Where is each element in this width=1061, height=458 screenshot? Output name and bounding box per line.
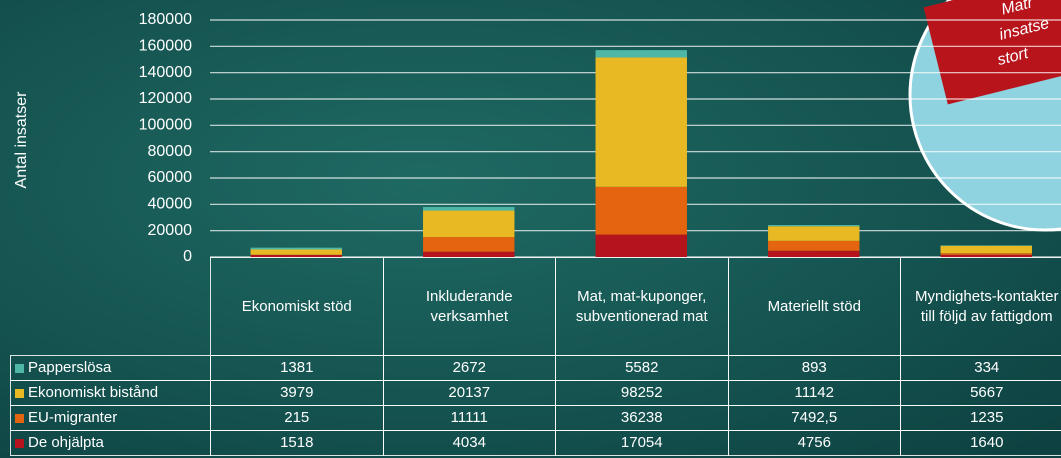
bar-segment [595,186,687,235]
bar-segment [940,254,1032,257]
table-value: 36238 [555,405,729,431]
y-tick-label: 180000 [139,11,192,28]
legend-label: De ohjälpta [28,434,104,451]
bar-segment [595,50,687,58]
table-value: 215 [210,405,384,431]
legend-label: Ekonomiskt bistånd [28,384,159,401]
table-value: 4034 [382,430,556,456]
legend-cell: Ekonomiskt bistånd [10,380,211,406]
legend-swatch [15,438,24,448]
y-tick-label: 160000 [139,38,192,55]
legend-cell: De ohjälpta [10,430,211,456]
y-tick-label: 80000 [148,143,193,160]
bar-segment [768,226,860,241]
y-tick-label: 40000 [148,196,193,213]
bar-segment [423,210,515,238]
bar-segment [595,234,687,257]
table-value: 4756 [727,430,901,456]
table-value: 1518 [210,430,384,456]
table-value: 893 [727,355,901,381]
bar-segment [423,237,515,252]
legend-swatch [15,413,24,423]
table-header: Ekonomiskt stöd [210,257,384,356]
y-axis-title: Antal insatser [13,91,30,189]
y-tick-label: 0 [183,248,192,265]
legend-cell: EU-migranter [10,405,211,431]
table-value: 334 [900,355,1061,381]
table-value: 20137 [382,380,556,406]
table-value: 1235 [900,405,1061,431]
table-value: 17054 [555,430,729,456]
table-value: 98252 [555,380,729,406]
bar-segment [423,251,515,257]
table-value: 3979 [210,380,384,406]
y-tick-label: 140000 [139,64,192,81]
y-tick-label: 100000 [139,117,192,134]
table-value: 2672 [382,355,556,381]
legend-label: Papperslösa [28,359,112,376]
bar-segment [250,247,342,250]
legend-cell: Papperslösa [10,355,211,381]
table-value: 11142 [727,380,901,406]
bar-segment [250,249,342,255]
table-value: 1640 [900,430,1061,456]
y-tick-label: 60000 [148,169,193,186]
bar-segment [250,255,342,257]
table-header: Myndighets-kontakter till följd av fatti… [900,257,1061,356]
legend-swatch [15,388,24,398]
table-header: Inkluderande verksamhet [382,257,556,356]
bar-segment [940,245,1032,254]
table-header: Mat, mat-kuponger, subventionerad mat [555,257,729,356]
legend-label: EU-migranter [28,409,118,426]
bar-segment [423,207,515,211]
table-value: 5667 [900,380,1061,406]
bar-segment [768,240,860,251]
table-value: 7492,5 [727,405,901,431]
legend-swatch [15,363,24,373]
table-header: Materiellt stöd [727,257,901,356]
table-value: 1381 [210,355,384,381]
table-value: 5582 [555,355,729,381]
bar-segment [595,57,687,187]
table-value: 11111 [382,405,556,431]
y-tick-label: 20000 [148,222,193,239]
callout-box [923,0,1061,105]
bar-segment [768,225,860,227]
bar-segment [940,253,1032,255]
bar-segment [768,250,860,257]
y-tick-label: 120000 [139,90,192,107]
